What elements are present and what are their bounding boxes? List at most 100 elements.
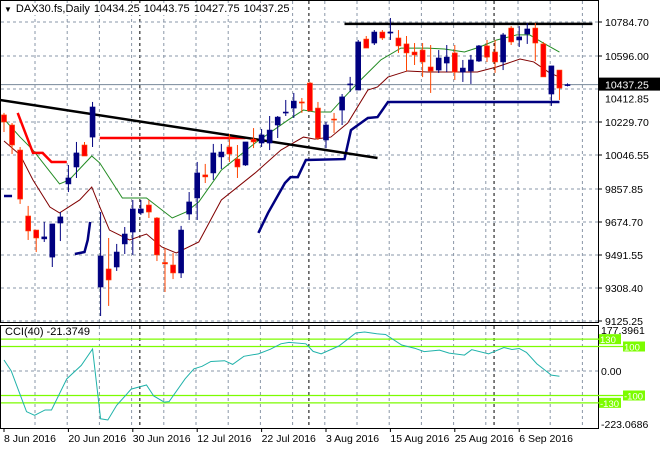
- channel-low-line: [257, 100, 560, 234]
- price-tick-label: 9491.55: [605, 250, 643, 262]
- candle-body: [1, 114, 7, 123]
- date-label: 25 Aug 2016: [455, 433, 514, 445]
- candle-body: [331, 118, 337, 121]
- candle-body: [89, 106, 96, 138]
- candle-body: [355, 41, 362, 91]
- open-value: 10434.25: [93, 3, 140, 15]
- candle-body: [258, 134, 265, 144]
- price-tick-label: 10229.70: [605, 117, 649, 129]
- candle-body: [121, 233, 128, 245]
- candle-body: [443, 56, 450, 64]
- candle-body: [451, 52, 458, 73]
- candle-body: [9, 124, 15, 146]
- candle-body: [162, 262, 168, 265]
- candle-body: [154, 217, 160, 256]
- date-label: 12 Jul 2016: [197, 433, 251, 445]
- candle-body: [274, 116, 281, 126]
- candle-body: [194, 172, 200, 199]
- candle-body: [564, 84, 571, 86]
- candle-body: [363, 38, 370, 49]
- candle-body: [25, 215, 31, 232]
- candle-body: [65, 177, 72, 185]
- cci-axis-label: -223.0686: [601, 419, 648, 431]
- candle-body: [307, 82, 313, 112]
- triangle-down-icon[interactable]: ▼: [4, 4, 12, 14]
- candle-body: [435, 57, 442, 71]
- candle-body: [138, 208, 144, 214]
- price-tick-label: 10596.00: [605, 51, 649, 63]
- candle-body: [492, 51, 498, 63]
- candle-body: [411, 51, 418, 56]
- candle-body: [226, 146, 233, 155]
- date-label: 8 Jun 2016: [4, 433, 56, 445]
- channel-high-line: [16, 112, 67, 164]
- cci-level-label: -130: [600, 399, 619, 410]
- candle-body: [130, 208, 136, 233]
- candle-body: [548, 65, 555, 95]
- candle-body: [524, 28, 531, 35]
- moving-average-slow-line: [3, 58, 560, 254]
- candle-body: [347, 83, 353, 86]
- price-tick-label: 10412.85: [605, 94, 649, 106]
- cci-axis-label: 0.00: [601, 366, 622, 378]
- candle-body: [81, 144, 88, 157]
- candle-body: [395, 37, 402, 47]
- downtrend-line: [0, 98, 378, 160]
- date-label: 6 Sep 2016: [519, 433, 573, 445]
- cci-line: [3, 331, 560, 421]
- low-value: 10427.75: [193, 3, 240, 15]
- candle-body: [290, 100, 297, 109]
- candle-body: [476, 45, 482, 62]
- cci-level-badge: [599, 334, 621, 345]
- candle-body: [427, 66, 434, 72]
- cci-label: CCI(40) -21.3749: [5, 326, 90, 338]
- cci-axis-label: 177.3961: [601, 325, 645, 337]
- candle-body: [315, 107, 321, 139]
- date-label: 30 Jun 2016: [133, 433, 191, 445]
- current-price-label: 10437.25: [605, 80, 649, 92]
- price-tick-label: 10046.55: [605, 150, 649, 162]
- candle-body: [170, 264, 176, 274]
- candle-body: [282, 111, 289, 114]
- candle-body: [49, 223, 56, 258]
- candle-body: [419, 49, 426, 63]
- current-price-box: [599, 77, 660, 91]
- candle-body: [202, 174, 209, 178]
- close-value: 10437.25: [243, 3, 290, 15]
- date-label: 22 Jul 2016: [262, 433, 316, 445]
- date-label: 20 Jun 2016: [68, 433, 126, 445]
- price-tick-label: 9857.85: [605, 184, 643, 196]
- candle-body: [540, 43, 547, 78]
- cci-panel-frame: [0, 325, 599, 429]
- candle-body: [379, 31, 386, 39]
- candle-body: [73, 152, 80, 168]
- cci-level-badge: [623, 390, 645, 401]
- cci-level-badge: [599, 397, 621, 408]
- candle-body: [178, 229, 184, 274]
- cci-level-label: 130: [600, 335, 616, 346]
- candle-body: [242, 141, 249, 166]
- candle-body: [250, 138, 257, 143]
- main-panel-frame: [0, 0, 599, 323]
- candle-body: [508, 27, 514, 43]
- cci-level-badge: [623, 341, 645, 352]
- price-tick-label: 9125.25: [605, 316, 643, 328]
- high-value: 10443.75: [143, 3, 190, 15]
- candle-body: [323, 124, 329, 141]
- candle-body: [33, 229, 40, 239]
- channel-low-line: [74, 221, 92, 256]
- candle-body: [556, 69, 563, 89]
- candle-body: [210, 152, 217, 174]
- candle-body: [339, 96, 345, 111]
- cci-level-label: 100: [624, 343, 640, 354]
- cci-level-label: -100: [624, 392, 643, 403]
- date-label: 15 Aug 2016: [390, 433, 449, 445]
- candle-body: [57, 216, 64, 224]
- date-label: 3 Aug 2016: [326, 433, 379, 445]
- price-tick-label: 9308.40: [605, 283, 643, 295]
- candle-body: [371, 31, 378, 44]
- candle-body: [17, 149, 23, 200]
- candle-body: [41, 236, 48, 240]
- candle-body: [468, 59, 474, 72]
